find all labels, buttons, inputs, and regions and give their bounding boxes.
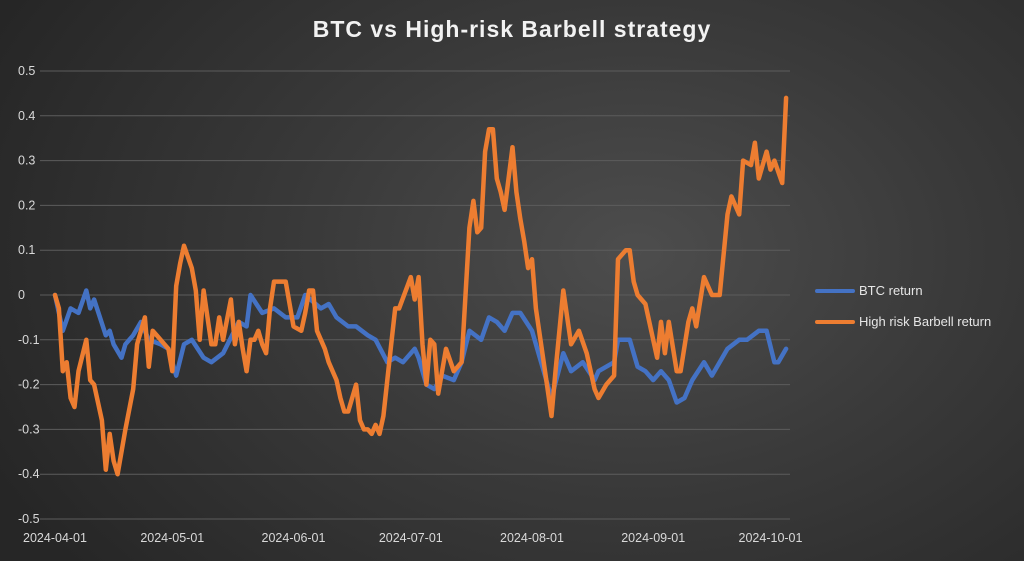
y-tick-label: 0.1 <box>18 243 35 257</box>
y-tick-label: 0 <box>18 288 25 302</box>
x-tick-label: 2024-10-01 <box>739 531 803 545</box>
y-tick-label: -0.5 <box>18 512 40 526</box>
x-tick-label: 2024-09-01 <box>621 531 685 545</box>
y-tick-label: -0.3 <box>18 422 40 436</box>
legend-label-btc: BTC return <box>859 283 923 298</box>
legend-swatch-btc <box>815 288 855 293</box>
x-tick-label: 2024-04-01 <box>23 531 87 545</box>
series-line-1 <box>52 95 789 477</box>
x-axis-ticks: 2024-04-01 2024-05-01 2024-06-01 2024-07-01… <box>23 531 802 545</box>
y-tick-label: 0.2 <box>18 198 35 212</box>
legend-item-barbell: High risk Barbell return <box>815 314 991 329</box>
chart-title: BTC vs High-risk Barbell strategy <box>312 16 712 42</box>
gridlines <box>40 70 790 520</box>
y-axis-ticks: 0.5 0.4 0.3 0.2 0.1 0 -0.1 -0.2 -0.3 -0.4 -0.5 <box>18 64 40 526</box>
x-tick-label: 2024-05-01 <box>140 531 204 545</box>
y-tick-label: 0.5 <box>18 64 35 78</box>
x-tick-label: 2024-08-01 <box>500 531 564 545</box>
x-tick-label: 2024-07-01 <box>379 531 443 545</box>
x-tick-label: 2024-06-01 <box>262 531 326 545</box>
series-lines <box>52 95 789 477</box>
y-tick-label: -0.2 <box>18 378 40 392</box>
y-tick-label: 0.3 <box>18 154 35 168</box>
y-tick-label: 0.4 <box>18 109 35 123</box>
y-tick-label: -0.1 <box>18 333 40 347</box>
legend-item-btc: BTC return <box>815 283 923 298</box>
legend-label-barbell: High risk Barbell return <box>859 314 992 329</box>
legend-swatch-barbell <box>815 319 855 324</box>
y-tick-label: -0.4 <box>18 467 40 481</box>
